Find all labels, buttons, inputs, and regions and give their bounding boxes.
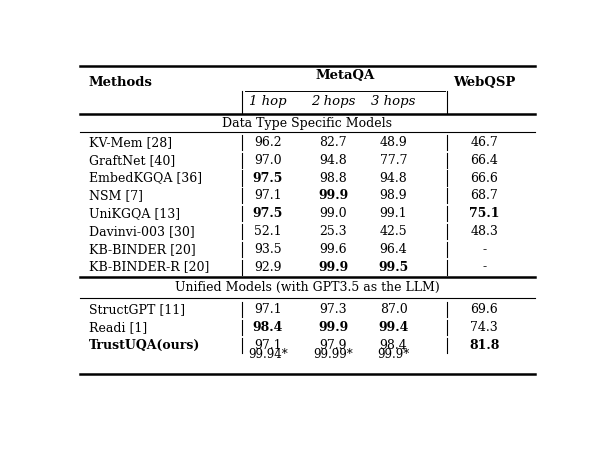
Text: 97.9: 97.9	[319, 339, 347, 352]
Text: 1 hop: 1 hop	[249, 95, 287, 108]
Text: 94.8: 94.8	[380, 171, 407, 185]
Text: 99.5: 99.5	[379, 261, 409, 274]
Text: 48.3: 48.3	[470, 225, 498, 238]
Text: 98.4: 98.4	[380, 339, 407, 352]
Text: 97.0: 97.0	[254, 154, 282, 167]
Text: Data Type Specific Models: Data Type Specific Models	[223, 117, 392, 130]
Text: 97.1: 97.1	[254, 303, 282, 316]
Text: TrustUQA(ours): TrustUQA(ours)	[89, 339, 200, 352]
Text: WebQSP: WebQSP	[453, 76, 515, 89]
Text: Readi [1]: Readi [1]	[89, 321, 147, 334]
Text: 87.0: 87.0	[380, 303, 407, 316]
Text: 97.1: 97.1	[254, 339, 282, 352]
Text: -: -	[482, 261, 486, 274]
Text: 48.9: 48.9	[380, 136, 407, 149]
Text: 25.3: 25.3	[319, 225, 347, 238]
Text: 98.8: 98.8	[319, 171, 347, 185]
Text: 97.1: 97.1	[254, 189, 282, 202]
Text: 99.9: 99.9	[318, 321, 348, 334]
Text: 98.9: 98.9	[380, 189, 407, 202]
Text: 96.2: 96.2	[254, 136, 282, 149]
Text: 96.4: 96.4	[380, 243, 407, 256]
Text: EmbedKGQA [36]: EmbedKGQA [36]	[89, 171, 202, 185]
Text: KV-Mem [28]: KV-Mem [28]	[89, 136, 172, 149]
Text: 52.1: 52.1	[254, 225, 282, 238]
Text: 66.4: 66.4	[470, 154, 498, 167]
Text: 99.94*: 99.94*	[248, 348, 288, 361]
Text: 66.6: 66.6	[470, 171, 498, 185]
Text: 93.5: 93.5	[254, 243, 282, 256]
Text: Unified Models (with GPT3.5 as the LLM): Unified Models (with GPT3.5 as the LLM)	[175, 281, 440, 294]
Text: 99.99*: 99.99*	[313, 348, 353, 361]
Text: GraftNet [40]: GraftNet [40]	[89, 154, 175, 167]
Text: StructGPT [11]: StructGPT [11]	[89, 303, 185, 316]
Text: 74.3: 74.3	[470, 321, 498, 334]
Text: 94.8: 94.8	[319, 154, 347, 167]
Text: 99.4: 99.4	[379, 321, 409, 334]
Text: 98.4: 98.4	[253, 321, 283, 334]
Text: 81.8: 81.8	[469, 339, 499, 352]
Text: 69.6: 69.6	[470, 303, 498, 316]
Text: Methods: Methods	[89, 76, 153, 89]
Text: 46.7: 46.7	[470, 136, 498, 149]
Text: Davinvi-003 [30]: Davinvi-003 [30]	[89, 225, 194, 238]
Text: 99.1: 99.1	[380, 207, 407, 220]
Text: KB-BINDER-R [20]: KB-BINDER-R [20]	[89, 261, 209, 274]
Text: MetaQA: MetaQA	[315, 69, 374, 82]
Text: 99.9*: 99.9*	[377, 348, 410, 361]
Text: 68.7: 68.7	[470, 189, 498, 202]
Text: 99.0: 99.0	[319, 207, 347, 220]
Text: 75.1: 75.1	[469, 207, 499, 220]
Text: 97.5: 97.5	[253, 171, 283, 185]
Text: 99.6: 99.6	[319, 243, 347, 256]
Text: 99.9: 99.9	[318, 189, 348, 202]
Text: 2 hops: 2 hops	[311, 95, 355, 108]
Text: NSM [7]: NSM [7]	[89, 189, 143, 202]
Text: UniKGQA [13]: UniKGQA [13]	[89, 207, 180, 220]
Text: 82.7: 82.7	[319, 136, 347, 149]
Text: 99.9: 99.9	[318, 261, 348, 274]
Text: 42.5: 42.5	[380, 225, 407, 238]
Text: KB-BINDER [20]: KB-BINDER [20]	[89, 243, 196, 256]
Text: 77.7: 77.7	[380, 154, 407, 167]
Text: 3 hops: 3 hops	[371, 95, 416, 108]
Text: 92.9: 92.9	[254, 261, 282, 274]
Text: 97.5: 97.5	[253, 207, 283, 220]
Text: -: -	[482, 243, 486, 256]
Text: 97.3: 97.3	[319, 303, 347, 316]
